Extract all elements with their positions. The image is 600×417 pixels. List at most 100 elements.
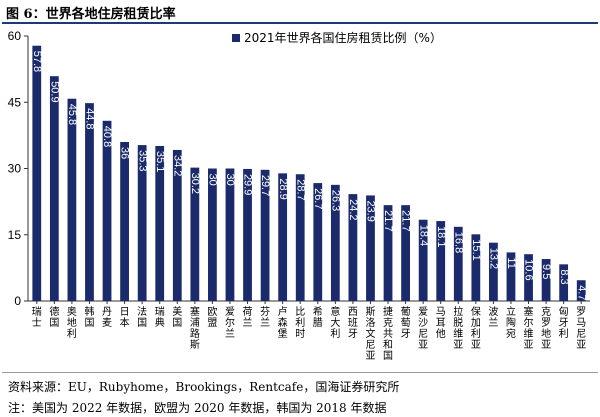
bar [137,145,147,301]
bar [49,76,59,301]
data-label: 26.7 [312,188,324,209]
category-label: 瑞士 [32,306,42,329]
note-text: 注：美国为 2022 年数据，欧盟为 2020 年数据，韩国为 2018 年数据 [8,401,387,415]
data-label: 45.8 [66,104,78,125]
bar [102,120,112,301]
data-label: 13.2 [488,248,500,269]
category-label: 匈牙利 [559,305,569,340]
category-label: 荷兰 [243,306,253,329]
bar [172,149,182,301]
data-label: 11 [505,257,517,268]
category-label: 立陶宛 [506,305,516,340]
bar [524,254,533,301]
legend-swatch [232,34,240,42]
bar [225,168,235,301]
bar [383,205,393,301]
data-label: 28.7 [294,179,306,200]
data-label: 9.5 [540,264,552,279]
data-label: 4.7 [575,285,587,300]
category-label: 捷克共和国 [383,305,393,362]
bar [85,103,94,301]
data-label: 21.7 [382,210,394,231]
data-label: 18.4 [417,225,429,246]
category-label: 塞尔维亚 [524,305,534,351]
category-label: 瑞典 [155,306,165,329]
data-label: 10.6 [523,259,535,280]
data-label: 36 [119,147,131,159]
data-label: 35.3 [136,150,148,171]
y-tick-label: 60 [8,29,22,43]
category-label: 罗马尼亚 [576,306,586,351]
figure-title: 图 6：世界各地住房租赁比率 [6,7,176,22]
data-label: 26.3 [329,190,341,211]
data-label: 44.8 [84,108,96,129]
category-label: 奥地利 [67,305,77,340]
data-label: 50.9 [48,81,60,102]
category-label: 卢森堡 [278,305,288,340]
category-label: 美国 [172,305,182,329]
category-label: 欧盟 [207,306,217,329]
bar [260,169,270,301]
category-label: 韩国 [84,305,94,329]
data-label: 57.8 [31,51,43,72]
source-divider [2,372,598,373]
data-label: 29.7 [259,175,271,196]
data-label: 23.9 [365,200,377,221]
bar [208,168,217,301]
bar [155,145,165,301]
y-tick-label: 15 [8,228,22,242]
category-label: 法国 [137,305,147,329]
bar [541,259,551,301]
y-tick-label: 45 [8,95,22,109]
category-label: 拉脱维亚 [453,305,463,351]
data-label: 30.2 [189,173,201,194]
source-text: 资料来源：EU，Rubyhome，Brookings，Rentcafe，国海证券… [8,380,400,394]
category-label: 爱沙尼亚 [418,305,428,351]
bar [32,45,42,301]
data-label: 30 [207,174,219,186]
data-label: 21.7 [400,210,412,231]
data-label: 28.9 [277,178,289,199]
category-label: 保加利亚 [471,305,481,351]
data-label: 34.2 [171,155,183,176]
bar [190,167,200,301]
category-label: 意大利 [330,305,340,340]
data-label: 18.1 [435,226,447,247]
category-label: 波兰 [488,305,498,329]
bar [506,252,516,301]
data-label: 15.1 [470,239,482,260]
y-tick-label: 30 [8,162,22,176]
data-label: 35.1 [154,151,166,172]
category-label: 塞浦路斯 [190,305,200,351]
bar [471,234,481,301]
data-label: 30 [224,174,236,186]
category-label: 西班牙 [348,307,358,340]
bar [559,264,569,301]
category-label: 日本 [120,307,130,329]
category-label: 爱尔兰 [225,305,235,340]
category-label: 克罗地亚 [541,306,551,351]
legend-label: 2021年世界各国住房租赁比例（%） [244,30,442,45]
category-label: 希腊 [313,305,323,329]
bar [401,205,410,301]
bar [418,219,428,301]
bar [120,142,129,301]
data-label: 16.8 [452,232,464,253]
bar [278,173,288,301]
y-tick-label: 0 [14,294,21,308]
bar [348,194,358,301]
category-label: 斯洛文尼亚 [365,305,375,362]
data-label: 24.2 [347,199,359,220]
bar [576,280,586,301]
category-label: 芬兰 [260,306,270,329]
title-bar: 图 6：世界各地住房租赁比率 [2,0,598,24]
bar [330,184,340,301]
bar [436,221,446,301]
category-label: 德国 [49,305,59,329]
bar-chart: 0 15 30 45 60 57.8 瑞士 50.9 德国 45.8 奥地利 44.8 韩国 40.8 丹麦… [8,29,590,362]
bar [295,174,305,301]
category-label: 丹麦 [102,306,112,329]
bar [453,226,463,301]
bar [489,242,498,301]
category-label: 马耳他 [436,306,446,340]
